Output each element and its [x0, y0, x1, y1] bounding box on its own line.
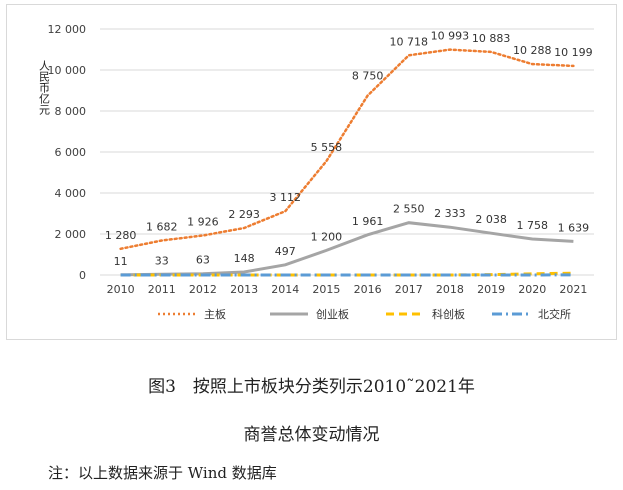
x-tick-label: 2019: [477, 283, 505, 296]
data-label: 1 926: [187, 216, 219, 229]
series-line-0: [119, 48, 575, 251]
data-label: 33: [155, 254, 169, 267]
y-tick-label: 0: [79, 269, 86, 282]
data-label: 10 199: [554, 46, 593, 59]
data-label: 10 993: [431, 30, 470, 43]
figure-caption: 图3 按照上市板块分类列示2010˜2021年: [148, 377, 475, 397]
x-tick-label: 2010: [107, 283, 135, 296]
data-label: 5 558: [311, 141, 343, 154]
data-label: 1 961: [352, 215, 384, 228]
x-tick-label: 2020: [518, 283, 546, 296]
x-tick-label: 2017: [395, 283, 423, 296]
y-axis-label: 人民币亿元: [38, 60, 51, 115]
figure-caption-continued: 商誉总体变动情况: [243, 425, 380, 445]
data-label: 1 682: [146, 221, 178, 234]
data-label: 2 293: [228, 208, 260, 221]
data-label: 148: [234, 252, 255, 265]
data-label: 63: [196, 254, 210, 267]
x-tick-label: 2012: [189, 283, 217, 296]
legend-label: 北交所: [538, 307, 571, 321]
data-label: 1 758: [517, 219, 549, 232]
y-tick-label: 12 000: [48, 23, 87, 36]
y-tick-label: 10 000: [48, 64, 87, 77]
data-label: 497: [275, 245, 296, 258]
legend-label: 科创板: [432, 307, 465, 321]
x-tick-label: 2018: [436, 283, 464, 296]
data-label: 1 639: [558, 221, 590, 234]
chart-frame: [6, 4, 617, 340]
legend-label: 主板: [204, 307, 226, 321]
data-label: 1 280: [105, 229, 137, 242]
source-note: 注：以上数据来源于 Wind 数据库: [48, 464, 277, 482]
y-tick-label: 8 000: [55, 105, 87, 118]
x-tick-label: 2013: [230, 283, 258, 296]
x-tick-label: 2014: [271, 283, 299, 296]
data-label: 2 038: [475, 213, 507, 226]
legend-label: 创业板: [316, 307, 349, 321]
line-chart: 0 2 000 4 000 6 000 8 000 10 000 12 000 人民币亿元 20…: [38, 23, 594, 321]
data-label: 8 750: [352, 70, 384, 83]
data-label: 10 883: [472, 32, 511, 45]
data-label: 10 718: [390, 35, 429, 48]
x-tick-label: 2011: [148, 283, 176, 296]
data-label: 2 333: [434, 207, 466, 220]
data-label: 3 112: [270, 191, 302, 204]
x-tick-label: 2016: [354, 283, 382, 296]
y-tick-label: 6 000: [55, 146, 87, 159]
data-label: 10 288: [513, 44, 552, 57]
y-tick-label: 2 000: [55, 228, 87, 241]
data-label: 1 200: [311, 230, 343, 243]
data-label: 2 550: [393, 203, 425, 216]
data-label: 11: [114, 255, 128, 268]
x-tick-label: 2015: [312, 283, 340, 296]
x-tick-label: 2021: [559, 283, 587, 296]
y-tick-label: 4 000: [55, 187, 87, 200]
series-line-1: [120, 221, 574, 277]
